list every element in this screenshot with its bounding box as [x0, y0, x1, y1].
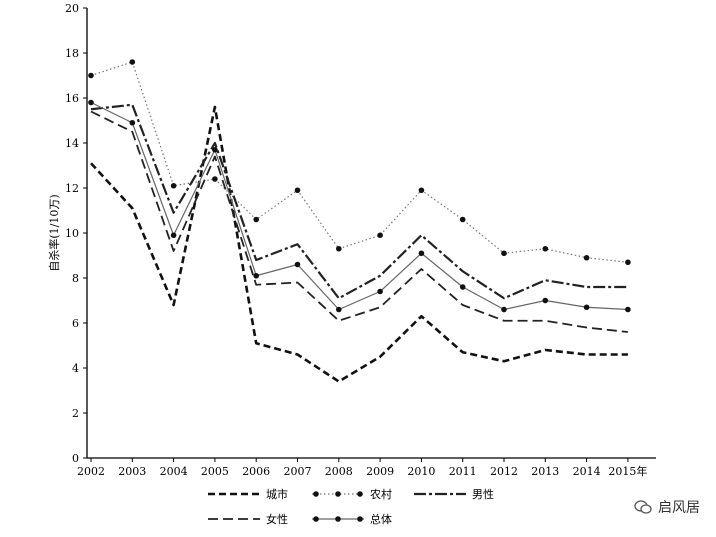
data-point	[418, 250, 425, 257]
y-axis-title: 自杀率(1/10万)	[47, 194, 61, 271]
series-line	[90, 101, 628, 311]
data-point	[170, 232, 177, 239]
x-tick-label: 2009	[366, 465, 394, 478]
series-0	[90, 105, 628, 383]
data-point	[377, 232, 383, 239]
x-tick-label: 2007	[284, 465, 312, 478]
data-point	[583, 254, 590, 261]
legend-marker	[335, 516, 341, 522]
x-tick-label: 2006	[242, 465, 270, 478]
series-line	[90, 110, 628, 333]
series-2	[90, 103, 628, 300]
series-line	[90, 105, 628, 383]
legend-marker	[357, 491, 363, 497]
data-point	[501, 306, 507, 313]
data-point	[336, 306, 342, 313]
y-tick-label: 4	[72, 362, 79, 375]
data-point	[336, 245, 342, 252]
data-point	[88, 72, 94, 79]
legend-label: 城市	[266, 487, 288, 501]
series-3	[90, 110, 628, 333]
x-tick-label: 2011	[449, 465, 477, 478]
legend-item: 农村	[312, 487, 392, 501]
series-line	[90, 61, 628, 263]
data-point	[253, 272, 259, 279]
legend-label: 农村	[370, 487, 392, 501]
y-tick-label: 18	[65, 47, 79, 60]
data-point	[129, 119, 136, 126]
x-tick-label: 2004	[160, 465, 188, 478]
legend-label: 男性	[472, 487, 494, 501]
legend-marker	[335, 491, 341, 497]
series-line	[90, 103, 628, 300]
data-point	[212, 146, 218, 153]
x-tick-label: 2014	[573, 465, 601, 478]
x-tick-label: 2012	[490, 465, 518, 478]
data-point	[212, 176, 218, 182]
data-point	[88, 99, 94, 106]
data-point	[253, 216, 259, 223]
data-point	[542, 245, 549, 252]
y-tick-label: 8	[72, 272, 79, 285]
x-tick-label: 2008	[325, 465, 353, 478]
legend-label: 总体	[370, 512, 392, 526]
legend-marker	[313, 516, 319, 522]
data-point	[501, 250, 507, 257]
data-point	[294, 261, 301, 268]
watermark-text: 启风居	[658, 500, 700, 516]
data-point	[542, 297, 549, 304]
y-tick-label: 10	[65, 227, 79, 240]
legend-marker	[357, 516, 363, 522]
y-tick-label: 2	[72, 407, 79, 420]
data-point	[129, 59, 136, 65]
x-tick-label: 2010	[407, 465, 435, 478]
data-point	[625, 259, 631, 266]
legend-item: 女性	[208, 512, 288, 526]
x-tick-label: 2005	[201, 465, 229, 478]
data-point	[418, 187, 425, 194]
x-tick-label: 2002	[77, 465, 105, 478]
y-tick-label: 12	[65, 182, 79, 195]
x-tick-label: 2015年	[608, 464, 647, 478]
data-point	[459, 284, 466, 290]
legend-item: 男性	[414, 487, 494, 501]
series-1	[88, 59, 631, 266]
x-tick-label: 2003	[118, 465, 146, 478]
legend-item: 城市	[208, 487, 288, 501]
data-point	[625, 306, 631, 313]
y-tick-label: 16	[65, 92, 79, 105]
y-tick-label: 0	[72, 452, 79, 465]
series-4	[88, 99, 631, 313]
data-point	[170, 182, 177, 189]
data-point	[583, 304, 590, 311]
legend-label: 女性	[266, 512, 288, 526]
legend-item: 总体	[312, 512, 392, 526]
data-point	[459, 216, 466, 223]
y-tick-label: 6	[72, 317, 79, 330]
wechat-icon	[634, 500, 652, 514]
data-point	[377, 288, 383, 295]
x-tick-label: 2013	[531, 465, 559, 478]
data-point	[294, 187, 301, 194]
legend-marker	[313, 491, 319, 497]
y-tick-label: 14	[65, 137, 79, 150]
watermark: 启风居	[634, 497, 700, 517]
y-tick-label: 20	[65, 2, 79, 15]
